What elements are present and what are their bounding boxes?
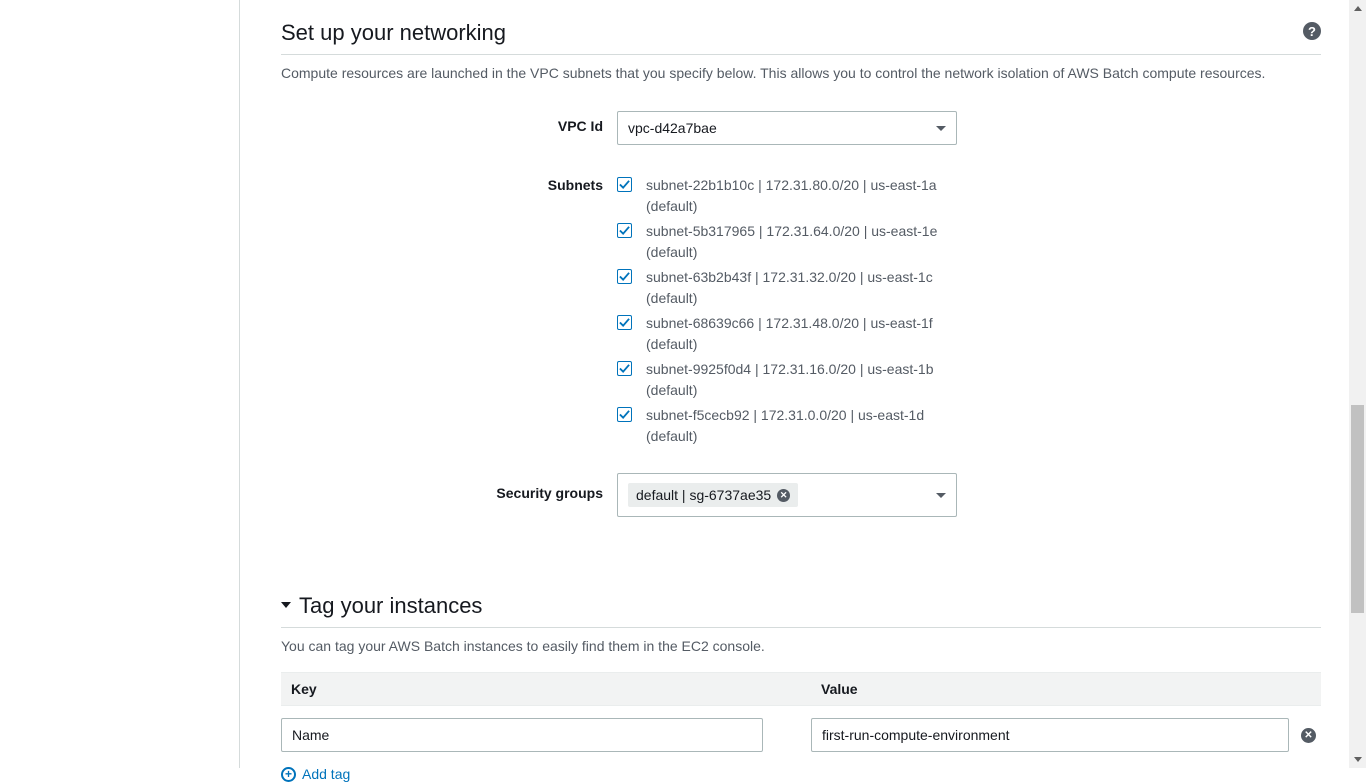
subnet-item: subnet-9925f0d4 | 172.31.16.0/20 | us-ea… [617,359,1017,401]
subnet-item: subnet-5b317965 | 172.31.64.0/20 | us-ea… [617,221,1017,263]
security-groups-label: Security groups [281,473,617,501]
vpc-control: vpc-d42a7bae [617,111,957,145]
collapse-caret-icon [281,602,291,608]
tags-title[interactable]: Tag your instances [281,573,1321,627]
subnet-line2: (default) [646,196,937,217]
sidebar-divider [239,0,240,768]
scroll-up-button[interactable] [1349,0,1366,17]
subnet-line2: (default) [646,242,937,263]
vpc-select[interactable]: vpc-d42a7bae [617,111,957,145]
security-groups-control: default | sg-6737ae35 ✕ [617,473,957,517]
subnet-label: subnet-22b1b10c | 172.31.80.0/20 | us-ea… [646,175,937,217]
add-tag-button[interactable]: + Add tag [281,766,350,782]
subnet-line1: subnet-5b317965 | 172.31.64.0/20 | us-ea… [646,221,937,242]
subnet-item: subnet-68639c66 | 172.31.48.0/20 | us-ea… [617,313,1017,355]
subnet-line1: subnet-68639c66 | 172.31.48.0/20 | us-ea… [646,313,933,334]
subnet-line2: (default) [646,426,924,447]
tag-value-header: Value [811,673,1321,705]
subnet-line1: subnet-22b1b10c | 172.31.80.0/20 | us-ea… [646,175,937,196]
networking-title: Set up your networking [281,0,1321,54]
subnet-label: subnet-68639c66 | 172.31.48.0/20 | us-ea… [646,313,933,355]
help-icon[interactable]: ? [1303,22,1321,40]
section-divider [281,627,1321,628]
vpc-label: VPC Id [281,111,617,134]
networking-description: Compute resources are launched in the VP… [281,65,1321,81]
subnet-checkbox[interactable] [617,269,632,284]
subnets-label: Subnets [281,175,617,193]
main-content: Set up your networking ? Compute resourc… [281,0,1321,782]
subnet-line2: (default) [646,334,933,355]
tag-key-input[interactable] [281,718,763,752]
security-groups-select[interactable]: default | sg-6737ae35 ✕ [617,473,957,517]
subnet-checkbox[interactable] [617,223,632,238]
chevron-down-icon [936,126,946,131]
subnet-checkbox[interactable] [617,361,632,376]
subnet-item: subnet-63b2b43f | 172.31.32.0/20 | us-ea… [617,267,1017,309]
subnet-item: subnet-f5cecb92 | 172.31.0.0/20 | us-eas… [617,405,1017,447]
subnet-label: subnet-5b317965 | 172.31.64.0/20 | us-ea… [646,221,937,263]
subnet-line1: subnet-63b2b43f | 172.31.32.0/20 | us-ea… [646,267,933,288]
tags-title-text: Tag your instances [299,593,482,618]
subnet-line2: (default) [646,380,934,401]
tag-row: ✕ [281,706,1321,752]
tag-table-header: Key Value [281,672,1321,706]
scroll-down-button[interactable] [1349,751,1366,768]
subnet-line2: (default) [646,288,933,309]
plus-icon: + [281,767,296,782]
remove-tag-icon[interactable]: ✕ [1301,728,1316,743]
subnet-label: subnet-9925f0d4 | 172.31.16.0/20 | us-ea… [646,359,934,401]
subnets-row: Subnets subnet-22b1b10c | 172.31.80.0/20… [281,175,1321,447]
scrollbar-track[interactable] [1349,0,1366,768]
tag-value-input[interactable] [811,718,1289,752]
subnet-checkbox[interactable] [617,177,632,192]
subnet-line1: subnet-f5cecb92 | 172.31.0.0/20 | us-eas… [646,405,924,426]
vpc-value: vpc-d42a7bae [628,120,717,136]
vpc-row: VPC Id vpc-d42a7bae [281,111,1321,145]
section-divider [281,54,1321,55]
security-group-chip-label: default | sg-6737ae35 [636,487,771,503]
scrollbar-thumb[interactable] [1351,405,1364,613]
tags-section: Tag your instances You can tag your AWS … [281,573,1321,782]
remove-chip-icon[interactable]: ✕ [777,489,790,502]
subnets-list: subnet-22b1b10c | 172.31.80.0/20 | us-ea… [617,175,1017,447]
security-groups-row: Security groups default | sg-6737ae35 ✕ [281,473,1321,517]
subnet-checkbox[interactable] [617,315,632,330]
tag-rows: ✕ [281,706,1321,752]
subnet-line1: subnet-9925f0d4 | 172.31.16.0/20 | us-ea… [646,359,934,380]
security-group-chip: default | sg-6737ae35 ✕ [628,483,798,507]
add-tag-label: Add tag [302,766,350,782]
subnet-label: subnet-f5cecb92 | 172.31.0.0/20 | us-eas… [646,405,924,447]
subnet-checkbox[interactable] [617,407,632,422]
tags-description: You can tag your AWS Batch instances to … [281,638,1321,654]
subnet-item: subnet-22b1b10c | 172.31.80.0/20 | us-ea… [617,175,1017,217]
subnet-label: subnet-63b2b43f | 172.31.32.0/20 | us-ea… [646,267,933,309]
chevron-down-icon [936,493,946,498]
networking-section: Set up your networking ? Compute resourc… [281,0,1321,517]
tag-key-header: Key [281,673,811,705]
